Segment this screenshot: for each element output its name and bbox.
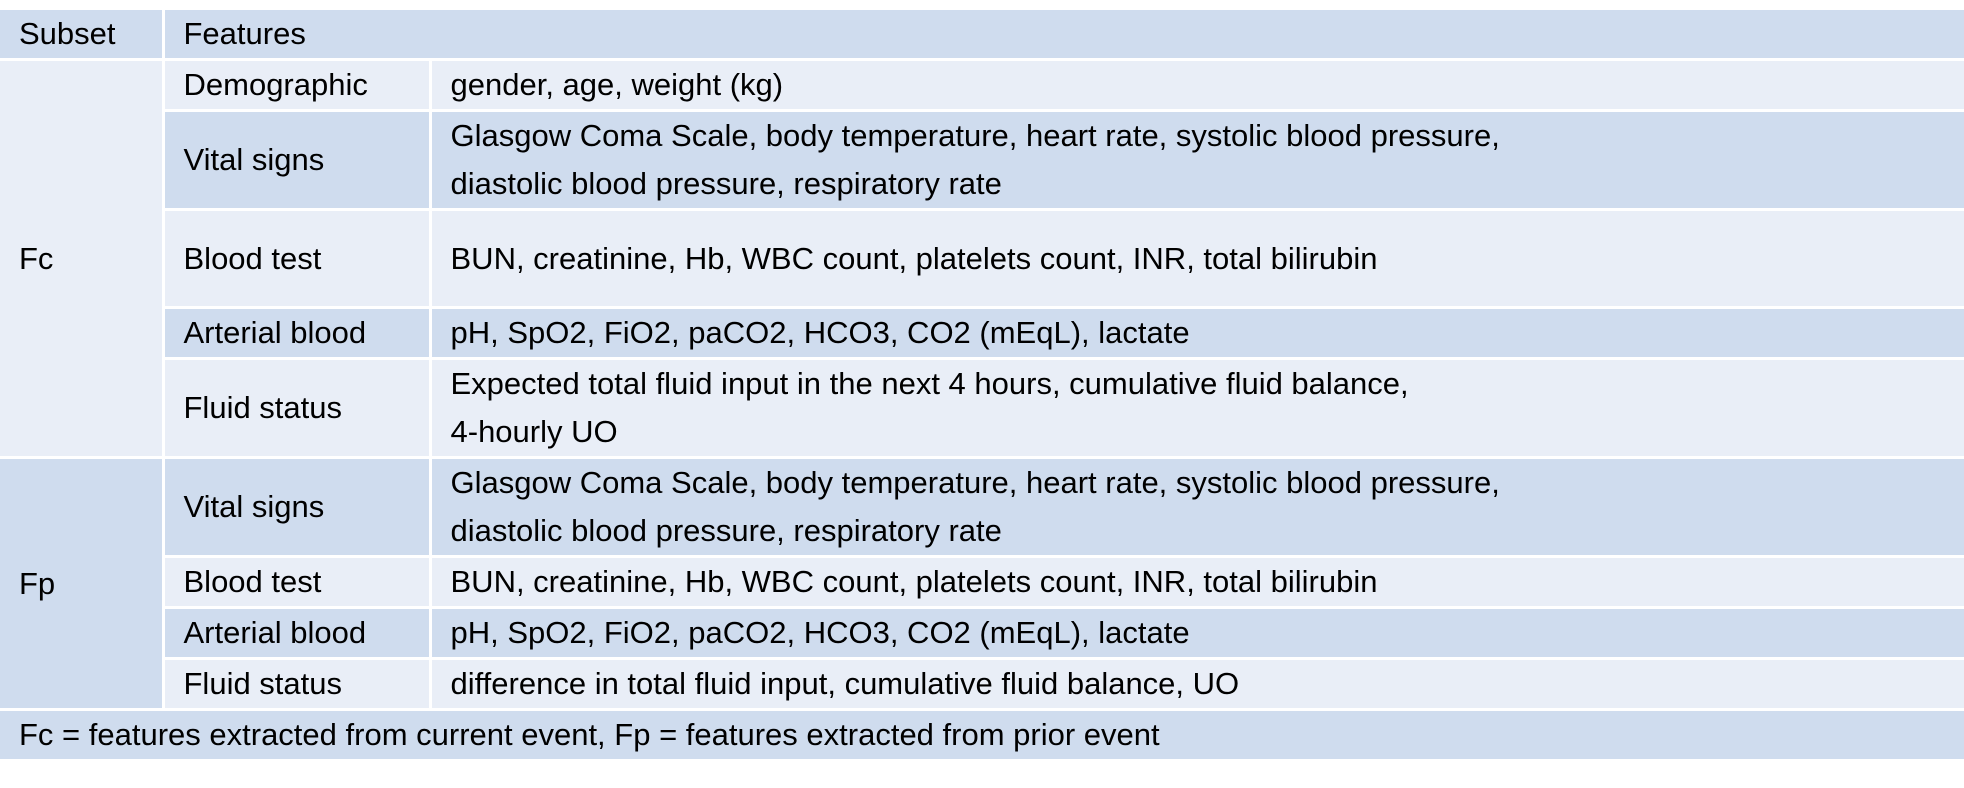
footnote: Fc = features extracted from current eve… [0, 708, 1964, 762]
category-cell: Blood test [163, 555, 432, 609]
table-row: Fc Demographic gender, age, weight (kg) [0, 58, 1964, 459]
category-cell: Fluid status [163, 357, 432, 459]
header-row: Subset Features [0, 10, 1964, 61]
feature-line: diastolic blood pressure, respiratory ra… [450, 166, 1002, 201]
category-cell: Vital signs [163, 109, 432, 211]
feature-line: Glasgow Coma Scale, body temperature, he… [450, 465, 1500, 500]
table-row: Blood test BUN, creatinine, Hb, WBC coun… [0, 208, 1964, 309]
category-cell: Arterial blood [163, 306, 432, 360]
table-row: Fluid status difference in total fluid i… [0, 657, 1964, 711]
category-cell: Vital signs [161, 456, 432, 558]
feature-line: BUN, creatinine, Hb, WBC count, platelet… [450, 240, 1378, 276]
feature-line: BUN, creatinine, Hb, WBC count, platelet… [450, 564, 1378, 599]
features-cell: Glasgow Coma Scale, body temperature, he… [428, 109, 1964, 211]
features-cell: BUN, creatinine, Hb, WBC count, platelet… [428, 208, 1964, 309]
feature-line: Glasgow Coma Scale, body temperature, he… [450, 118, 1500, 153]
header-features: Features [161, 10, 1964, 61]
subset-cell-fp: Fp [0, 456, 165, 711]
feature-line: pH, SpO2, FiO2, paCO2, HCO3, CO2 (mEqL),… [450, 315, 1190, 350]
features-cell: difference in total fluid input, cumulat… [428, 657, 1964, 711]
features-cell: BUN, creatinine, Hb, WBC count, platelet… [428, 555, 1964, 609]
table-row: Blood test BUN, creatinine, Hb, WBC coun… [0, 555, 1964, 609]
feature-line: difference in total fluid input, cumulat… [450, 666, 1240, 701]
table-row: Fp Vital signs Glasgow Coma Scale, body … [0, 456, 1964, 711]
features-table: Subset Features Fc Demographic gender, a… [0, 10, 1964, 762]
feature-line: Expected total fluid input in the next 4… [450, 366, 1409, 401]
feature-line: 4-hourly UO [450, 414, 618, 449]
table-row: Arterial blood pH, SpO2, FiO2, paCO2, HC… [0, 306, 1964, 360]
features-cell: pH, SpO2, FiO2, paCO2, HCO3, CO2 (mEqL),… [428, 306, 1964, 360]
features-cell: Expected total fluid input in the next 4… [428, 357, 1964, 459]
feature-line: pH, SpO2, FiO2, paCO2, HCO3, CO2 (mEqL),… [450, 615, 1190, 650]
header-subset: Subset [0, 10, 165, 61]
subset-cell-fc: Fc [0, 58, 165, 459]
category-cell: Arterial blood [163, 606, 432, 660]
feature-line: gender, age, weight (kg) [450, 67, 784, 102]
category-cell: Blood test [163, 208, 432, 309]
features-cell: pH, SpO2, FiO2, paCO2, HCO3, CO2 (mEqL),… [428, 606, 1964, 660]
features-cell: gender, age, weight (kg) [428, 58, 1964, 112]
table-row: Fluid status Expected total fluid input … [0, 357, 1964, 459]
footnote-row: Fc = features extracted from current eve… [0, 708, 1964, 762]
category-cell: Demographic [161, 58, 432, 112]
feature-line: diastolic blood pressure, respiratory ra… [450, 513, 1002, 548]
table-row: Vital signs Glasgow Coma Scale, body tem… [0, 109, 1964, 211]
category-cell: Fluid status [163, 657, 432, 711]
features-cell: Glasgow Coma Scale, body temperature, he… [428, 456, 1964, 558]
table-row: Arterial blood pH, SpO2, FiO2, paCO2, HC… [0, 606, 1964, 660]
